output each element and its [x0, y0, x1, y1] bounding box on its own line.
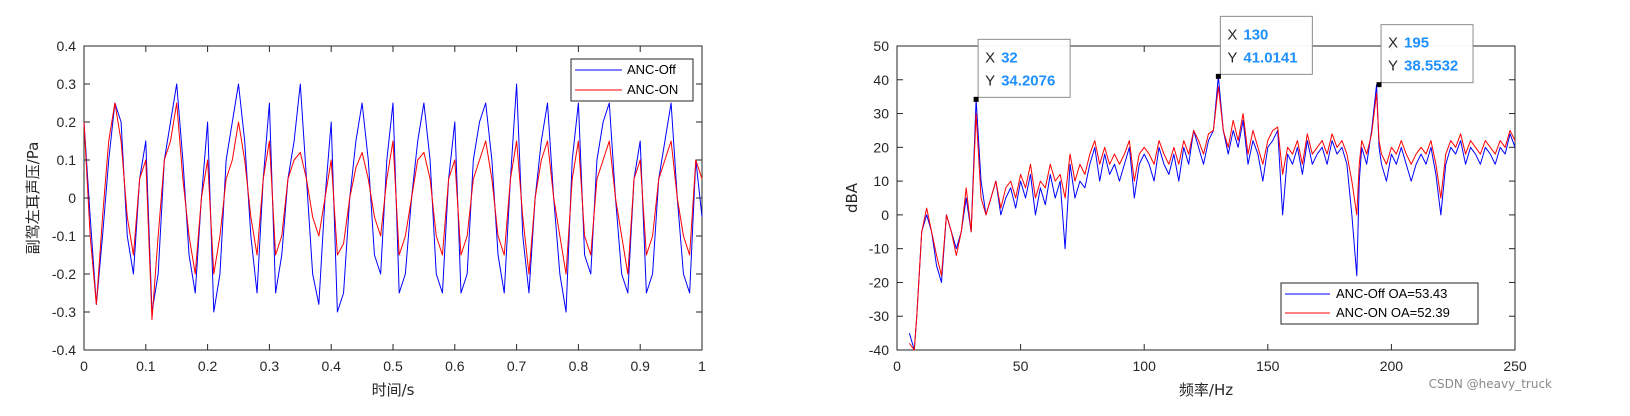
legend-label-anc-on: ANC-ON — [627, 82, 678, 97]
y-tick-label: 10 — [873, 173, 889, 189]
legend-label-anc-off-oa: ANC-Off OA=53.43 — [1336, 286, 1447, 301]
x-tick-label: 250 — [1503, 358, 1527, 374]
x-tick-label: 0.6 — [445, 358, 465, 374]
x-tick-label: 0.5 — [383, 358, 403, 374]
legend-label-anc-on-oa: ANC-ON OA=52.39 — [1336, 305, 1450, 320]
y-tick-label: 0.4 — [57, 38, 77, 54]
datatip-x-value: 130 — [1243, 26, 1268, 43]
x-tick-label: 0.9 — [630, 358, 650, 374]
y-tick-label: 0 — [881, 207, 889, 223]
series-line-0 — [83, 83, 703, 313]
datatip-y-key: Y — [985, 72, 995, 89]
datatip-x-value: 195 — [1404, 35, 1429, 52]
datatip-marker — [973, 96, 979, 102]
x-tick-label: 0 — [80, 358, 88, 374]
x-ticks-left: 0 0.1 0.2 0.3 0.4 0.5 0.6 0.7 0.8 0.9 1 — [80, 46, 706, 374]
x-axis-label-right: 频率/Hz — [1179, 381, 1233, 399]
datatip-y-value: 38.5532 — [1404, 58, 1458, 75]
datatip-x-key: X — [1227, 26, 1237, 43]
datatip-x-value: 32 — [1001, 49, 1018, 66]
x-ticks-right: 0 50 100 150 200 250 — [893, 46, 1527, 374]
y-tick-label: -20 — [869, 274, 889, 290]
x-tick-label: 100 — [1133, 358, 1157, 374]
x-tick-label: 0.3 — [260, 358, 280, 374]
y-tick-label: 0.1 — [57, 152, 77, 168]
x-tick-label: 1 — [698, 358, 706, 374]
datatip-x-key: X — [1388, 35, 1398, 52]
datatip-box — [977, 38, 1071, 98]
y-axis-label-right: dBA — [843, 182, 861, 213]
legend-right: ANC-Off OA=53.43 ANC-ON OA=52.39 — [1280, 282, 1479, 325]
y-tick-label: -0.1 — [52, 228, 76, 244]
x-axis-label-left: 时间/s — [372, 381, 415, 399]
series-group-right — [908, 75, 1516, 351]
legend-box-left — [570, 58, 694, 102]
y-ticks-left: -0.4 -0.3 -0.2 -0.1 0 0.1 0.2 0.3 0.4 — [52, 38, 702, 358]
datatip-y-value: 41.0141 — [1243, 49, 1297, 66]
x-tick-label: 50 — [1013, 358, 1029, 374]
x-tick-label: 0.7 — [507, 358, 527, 374]
x-tick-label: 0.2 — [198, 358, 218, 374]
datatip-y-value: 34.2076 — [1001, 72, 1055, 89]
frequency-domain-chart: 0 50 100 150 200 250 -40-30-20-1001020304050 … — [843, 15, 1527, 399]
legend-label-anc-off: ANC-Off — [627, 62, 676, 77]
y-tick-label: 40 — [873, 72, 889, 88]
series-line-0 — [908, 75, 1516, 351]
y-tick-label: -30 — [869, 308, 889, 324]
y-tick-label: 50 — [873, 38, 889, 54]
x-tick-label: 150 — [1256, 358, 1280, 374]
y-axis-label-left: 副驾左耳声压/Pa — [24, 142, 42, 255]
y-tick-label: 0 — [68, 190, 76, 206]
datatip-box — [1219, 15, 1313, 75]
x-tick-label: 0.1 — [136, 358, 156, 374]
datatip-y-key: Y — [1227, 49, 1237, 66]
y-ticks-right: -40 -30 -20 -10 0 10 20 30 40 50 — [869, 38, 1515, 358]
legend-left: ANC-Off ANC-ON — [570, 58, 694, 102]
y-tick-label: -40 — [869, 342, 889, 358]
x-tick-label: 0.4 — [321, 358, 341, 374]
datatip-y-key: Y — [1388, 58, 1398, 75]
x-tick-label: 0.8 — [569, 358, 589, 374]
y-tick-label: -10 — [869, 241, 889, 257]
y-tick-label: 20 — [873, 139, 889, 155]
y-tick-label: -0.3 — [52, 304, 76, 320]
datatips: X 32 Y 34.2076 X 130 Y 41.0141 X 195 Y 38.5532 — [973, 15, 1474, 102]
y-tick-label: 30 — [873, 106, 889, 122]
legend-box-right — [1280, 282, 1479, 325]
datatip-x-key: X — [985, 49, 995, 66]
series-line-1 — [83, 102, 703, 321]
y-tick-label: -0.2 — [52, 266, 76, 282]
datatip-marker — [1376, 82, 1382, 88]
watermark: CSDN @heavy_truck — [1429, 377, 1552, 391]
datatip-marker — [1215, 73, 1221, 79]
x-tick-label: 0 — [893, 358, 901, 374]
x-tick-label: 200 — [1380, 358, 1404, 374]
time-domain-chart: 0 0.1 0.2 0.3 0.4 0.5 0.6 0.7 0.8 0.9 1 -0.4-0.3-0… — [24, 38, 706, 399]
datatip-box — [1380, 24, 1474, 84]
y-tick-label: 0.2 — [57, 114, 77, 130]
y-tick-label: 0.3 — [57, 76, 77, 92]
y-tick-label: -0.4 — [52, 342, 76, 358]
series-line-1 — [908, 86, 1516, 351]
series-group-left — [83, 83, 703, 321]
